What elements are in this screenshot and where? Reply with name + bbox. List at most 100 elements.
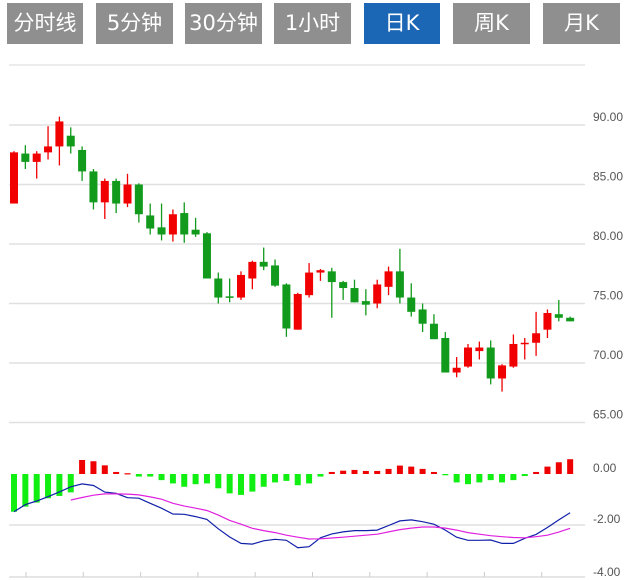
macd-histogram-bar — [90, 461, 97, 474]
macd-histogram-bar — [45, 474, 52, 499]
tab-30min[interactable]: 30分钟 — [185, 3, 262, 44]
macd-histogram-bar — [555, 462, 562, 474]
candle — [418, 303, 427, 333]
candle-body — [89, 171, 98, 203]
macd-histogram-bar — [11, 474, 17, 512]
candle — [123, 173, 132, 208]
macd-histogram-bar — [124, 473, 131, 475]
candle-body — [225, 296, 234, 298]
candle-body — [134, 184, 143, 215]
macd-histogram-bar — [533, 471, 540, 474]
candle-body — [112, 180, 121, 204]
macd-histogram-bar — [385, 468, 392, 474]
macd-histogram-bar — [317, 474, 324, 477]
candle — [100, 178, 109, 220]
candle — [384, 266, 393, 296]
candle-body — [293, 293, 302, 330]
candle-body — [168, 214, 177, 235]
candle — [225, 278, 234, 303]
candle-body — [271, 265, 280, 286]
macd-histogram-bar — [249, 474, 256, 492]
candle-body — [339, 282, 348, 289]
macd-histogram-bar — [374, 470, 381, 474]
candle-body — [21, 153, 30, 162]
macd-histogram-bar — [544, 466, 551, 474]
candle — [21, 145, 30, 170]
candle — [373, 279, 382, 309]
candle-body — [100, 180, 109, 203]
candle-body — [202, 233, 211, 279]
macd-histogram-bar — [272, 474, 279, 483]
candle-body — [520, 342, 529, 345]
candle — [441, 332, 450, 373]
candle-body — [566, 317, 575, 322]
candle — [237, 271, 245, 300]
candle — [134, 183, 143, 223]
price-tick-label: 70.00 — [593, 348, 623, 362]
tab-1hour[interactable]: 1小时 — [274, 3, 351, 44]
candle-body — [55, 121, 64, 147]
candle-body — [486, 347, 495, 379]
candle-body — [373, 284, 382, 304]
macd-histogram-bar — [238, 474, 244, 495]
candle-body — [532, 333, 541, 343]
candle — [55, 116, 64, 166]
macd-tick-label: 0.00 — [593, 461, 617, 475]
price-tick-label: 75.00 — [593, 289, 623, 303]
candle-body — [452, 367, 461, 373]
candle — [305, 263, 314, 298]
candle-body — [429, 323, 438, 340]
macd-histogram-bar — [476, 474, 483, 483]
tab-weekly-k[interactable]: 周K — [453, 3, 530, 44]
candles — [10, 116, 575, 392]
macd-histogram-bar — [169, 474, 176, 484]
candle-body — [282, 284, 291, 329]
candle-body — [418, 309, 427, 324]
candle — [361, 289, 370, 316]
candle-body — [498, 365, 507, 379]
macd-histogram-bar — [215, 474, 222, 489]
macd-histogram-bar — [521, 474, 528, 477]
macd-histogram-bar — [101, 465, 108, 474]
candle — [282, 283, 291, 337]
period-tabs: 分时线 5分钟 30分钟 1小时 日K 周K 月K — [0, 0, 643, 50]
candle — [32, 151, 41, 179]
tab-daily-k[interactable]: 日K — [364, 3, 440, 44]
candle — [407, 283, 416, 317]
candle-body — [441, 338, 450, 373]
price-tick-label: 80.00 — [593, 229, 623, 243]
macd-histogram-bar — [192, 474, 199, 485]
macd-histogram-bar — [203, 474, 210, 484]
tab-intraday[interactable]: 分时线 — [7, 3, 83, 44]
macd-tick-label: -2.00 — [593, 512, 621, 526]
candle — [214, 272, 223, 304]
dea-line — [70, 493, 571, 540]
candle-body — [191, 229, 200, 235]
candle-body — [464, 347, 472, 367]
candle-body — [384, 271, 393, 287]
price-tick-label: 85.00 — [593, 170, 623, 184]
candle-body — [10, 152, 18, 204]
candle-body — [316, 270, 325, 273]
candle-body — [123, 184, 132, 204]
candle — [498, 364, 507, 392]
candle — [464, 343, 472, 368]
tab-5min[interactable]: 5分钟 — [96, 3, 173, 44]
macd-histogram-bar — [453, 474, 460, 483]
macd-histogram-bar — [487, 474, 494, 481]
macd-histogram-bar — [362, 470, 369, 474]
candle — [191, 217, 200, 237]
candle — [316, 268, 325, 281]
macd-histogram-bar — [33, 474, 40, 503]
candle — [429, 314, 438, 340]
candle-body — [543, 313, 552, 330]
tab-monthly-k[interactable]: 月K — [543, 3, 620, 44]
macd-histogram-bar — [510, 474, 517, 481]
candle — [157, 203, 166, 241]
candle — [566, 316, 575, 322]
candle-body — [146, 215, 155, 229]
candle-body — [475, 347, 484, 352]
macd-histogram-bar — [67, 474, 74, 493]
candle-body — [327, 271, 336, 283]
